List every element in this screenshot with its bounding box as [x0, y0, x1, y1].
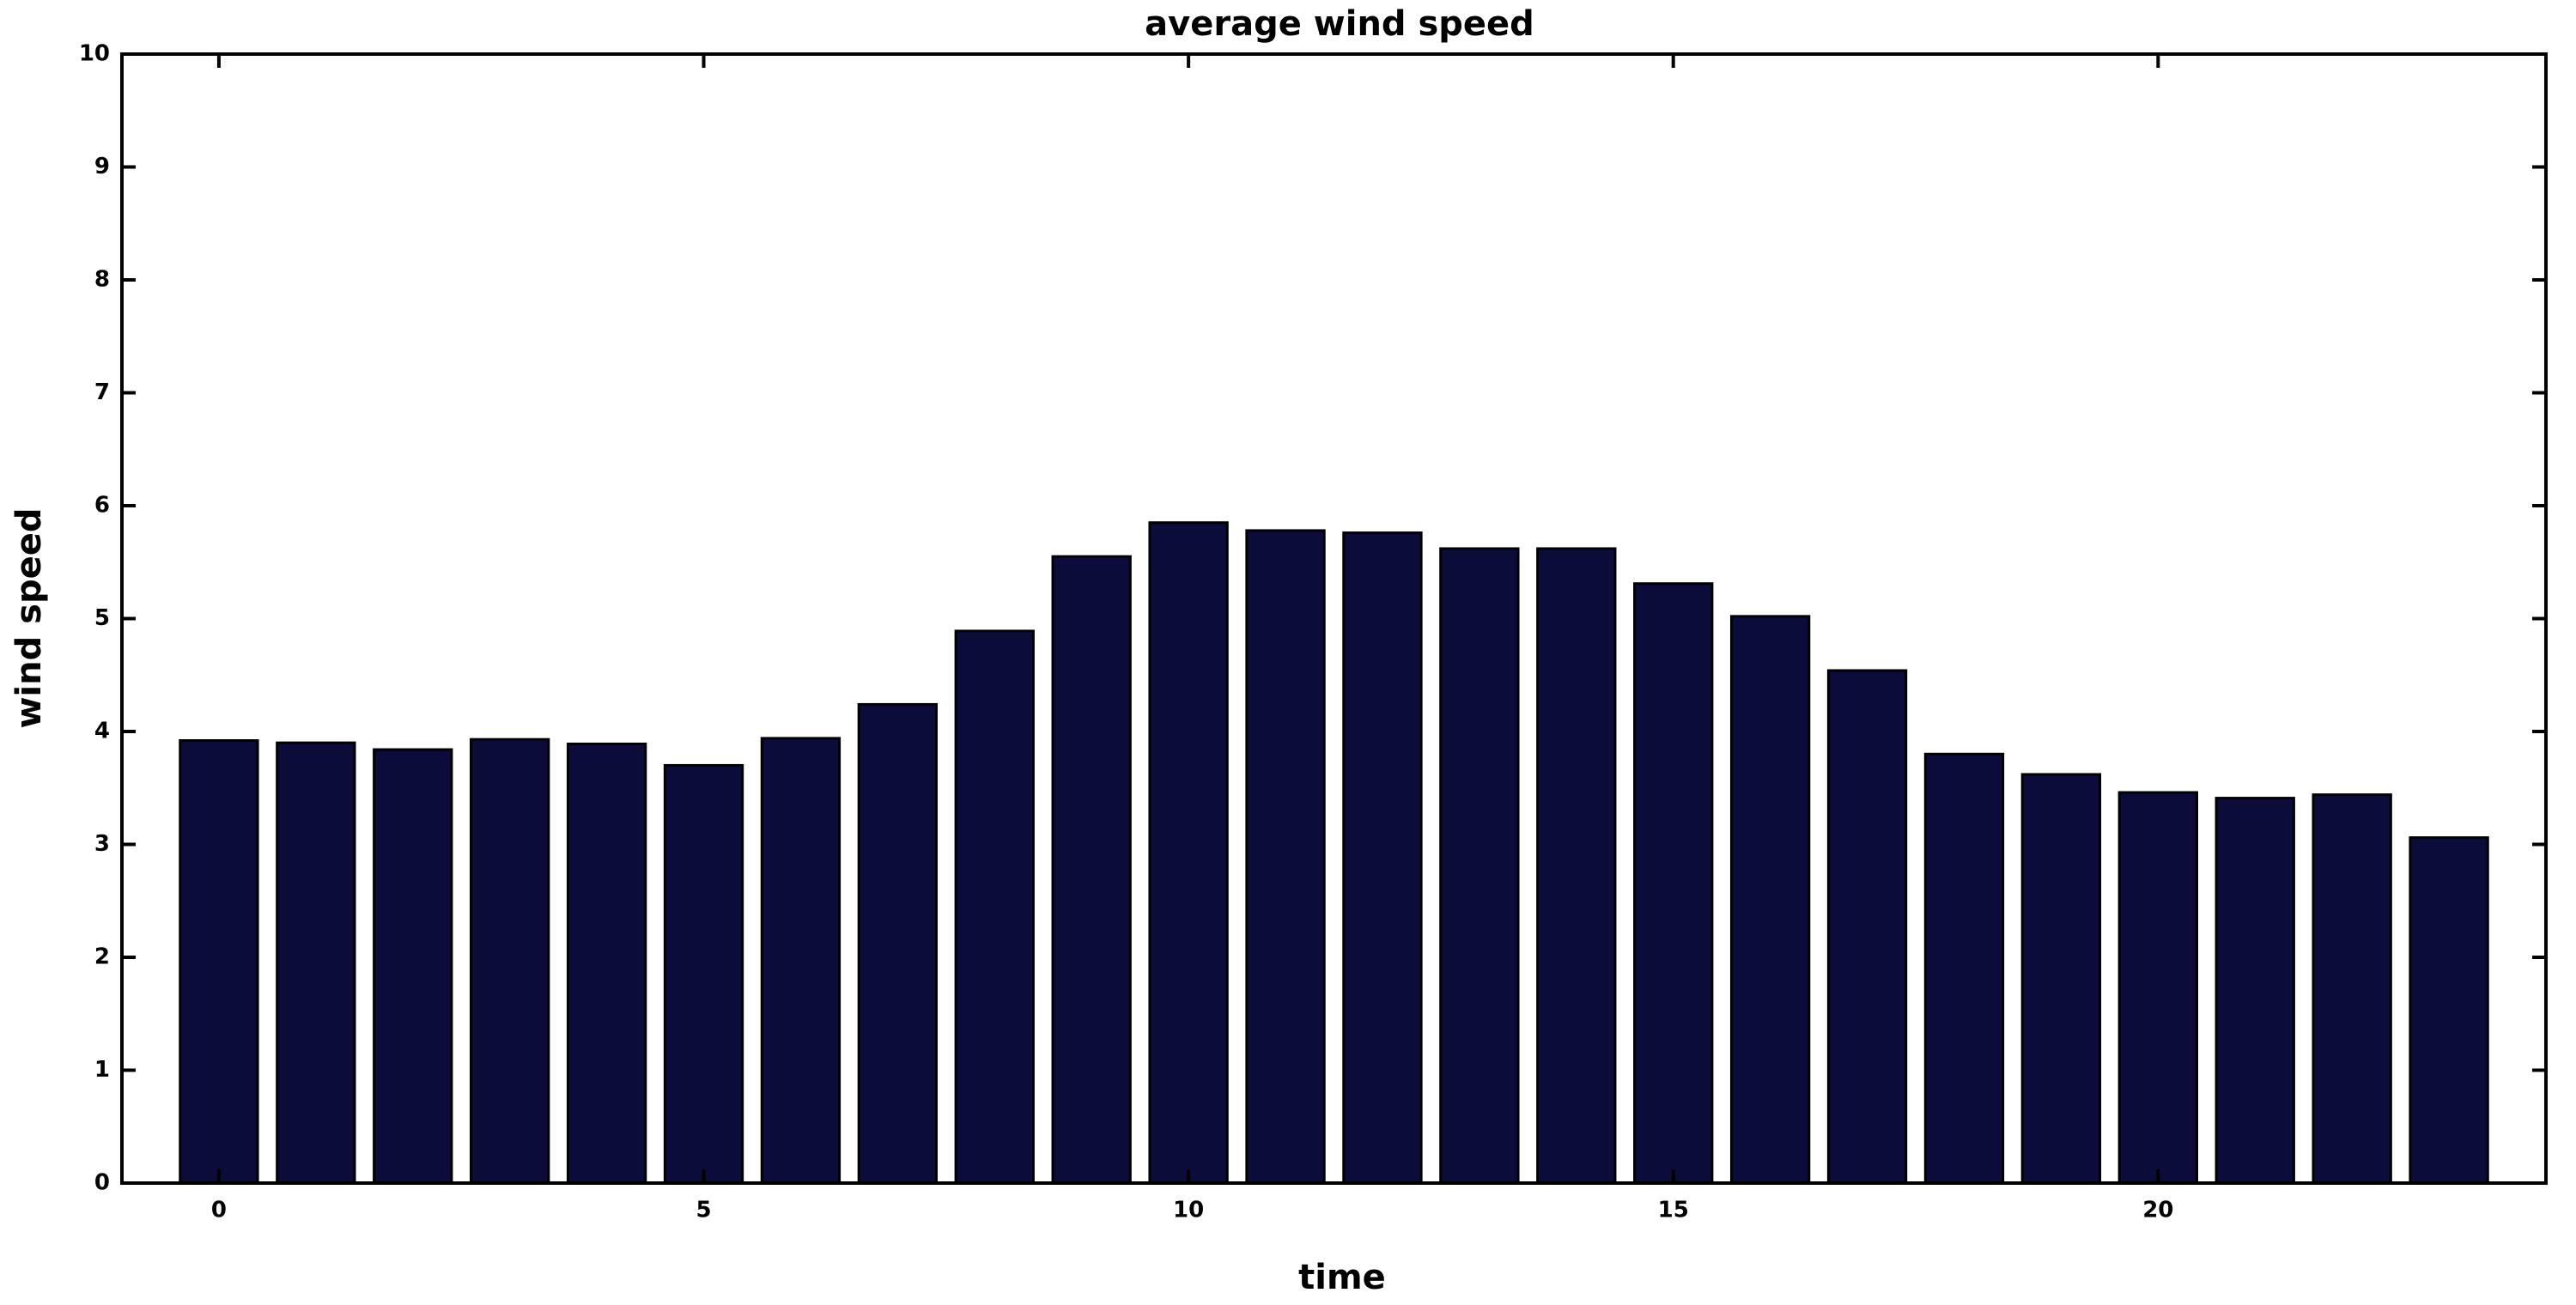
y-tick-label: 10	[79, 41, 110, 67]
bar	[373, 748, 453, 1185]
y-tick-label: 6	[94, 493, 110, 519]
y-tick-label: 4	[94, 719, 110, 744]
y-tick-label: 3	[94, 831, 110, 857]
x-tick-label: 20	[2142, 1198, 2173, 1223]
bar	[2215, 797, 2295, 1185]
bar	[954, 629, 1035, 1185]
x-tick-label: 0	[211, 1198, 227, 1223]
chart-title: average wind speed	[1145, 4, 1534, 44]
y-tick-label: 7	[94, 379, 110, 405]
bar	[1536, 547, 1617, 1185]
bar	[1148, 521, 1229, 1185]
bar	[2117, 791, 2198, 1185]
bar	[1826, 669, 1908, 1185]
x-tick-label: 10	[1173, 1198, 1204, 1223]
x-tick-label: 5	[696, 1198, 711, 1223]
y-tick-label: 1	[94, 1057, 110, 1083]
bar	[1342, 531, 1423, 1185]
y-tick-label: 0	[94, 1170, 110, 1196]
x-tick-label: 15	[1658, 1198, 1689, 1223]
bar	[470, 737, 550, 1185]
y-axis-label: wind speed	[9, 507, 49, 728]
bar	[1245, 529, 1326, 1185]
bar	[1051, 555, 1132, 1185]
bar	[2409, 836, 2489, 1185]
bar	[1633, 582, 1714, 1185]
bar	[276, 741, 356, 1185]
x-axis-label: time	[1298, 1258, 1386, 1297]
bar	[179, 739, 259, 1185]
y-tick-label: 9	[94, 154, 110, 179]
bar	[2312, 793, 2392, 1185]
bar	[857, 702, 939, 1185]
bar	[1729, 615, 1811, 1185]
y-tick-label: 8	[94, 267, 110, 293]
plot-frame	[120, 52, 2548, 1185]
bar	[566, 742, 647, 1185]
bar	[2020, 773, 2102, 1185]
bar	[1439, 547, 1520, 1185]
bar	[1923, 752, 2005, 1185]
y-tick-label: 5	[94, 605, 110, 631]
y-tick-label: 2	[94, 944, 110, 970]
bar	[663, 763, 744, 1185]
bar	[760, 737, 841, 1185]
